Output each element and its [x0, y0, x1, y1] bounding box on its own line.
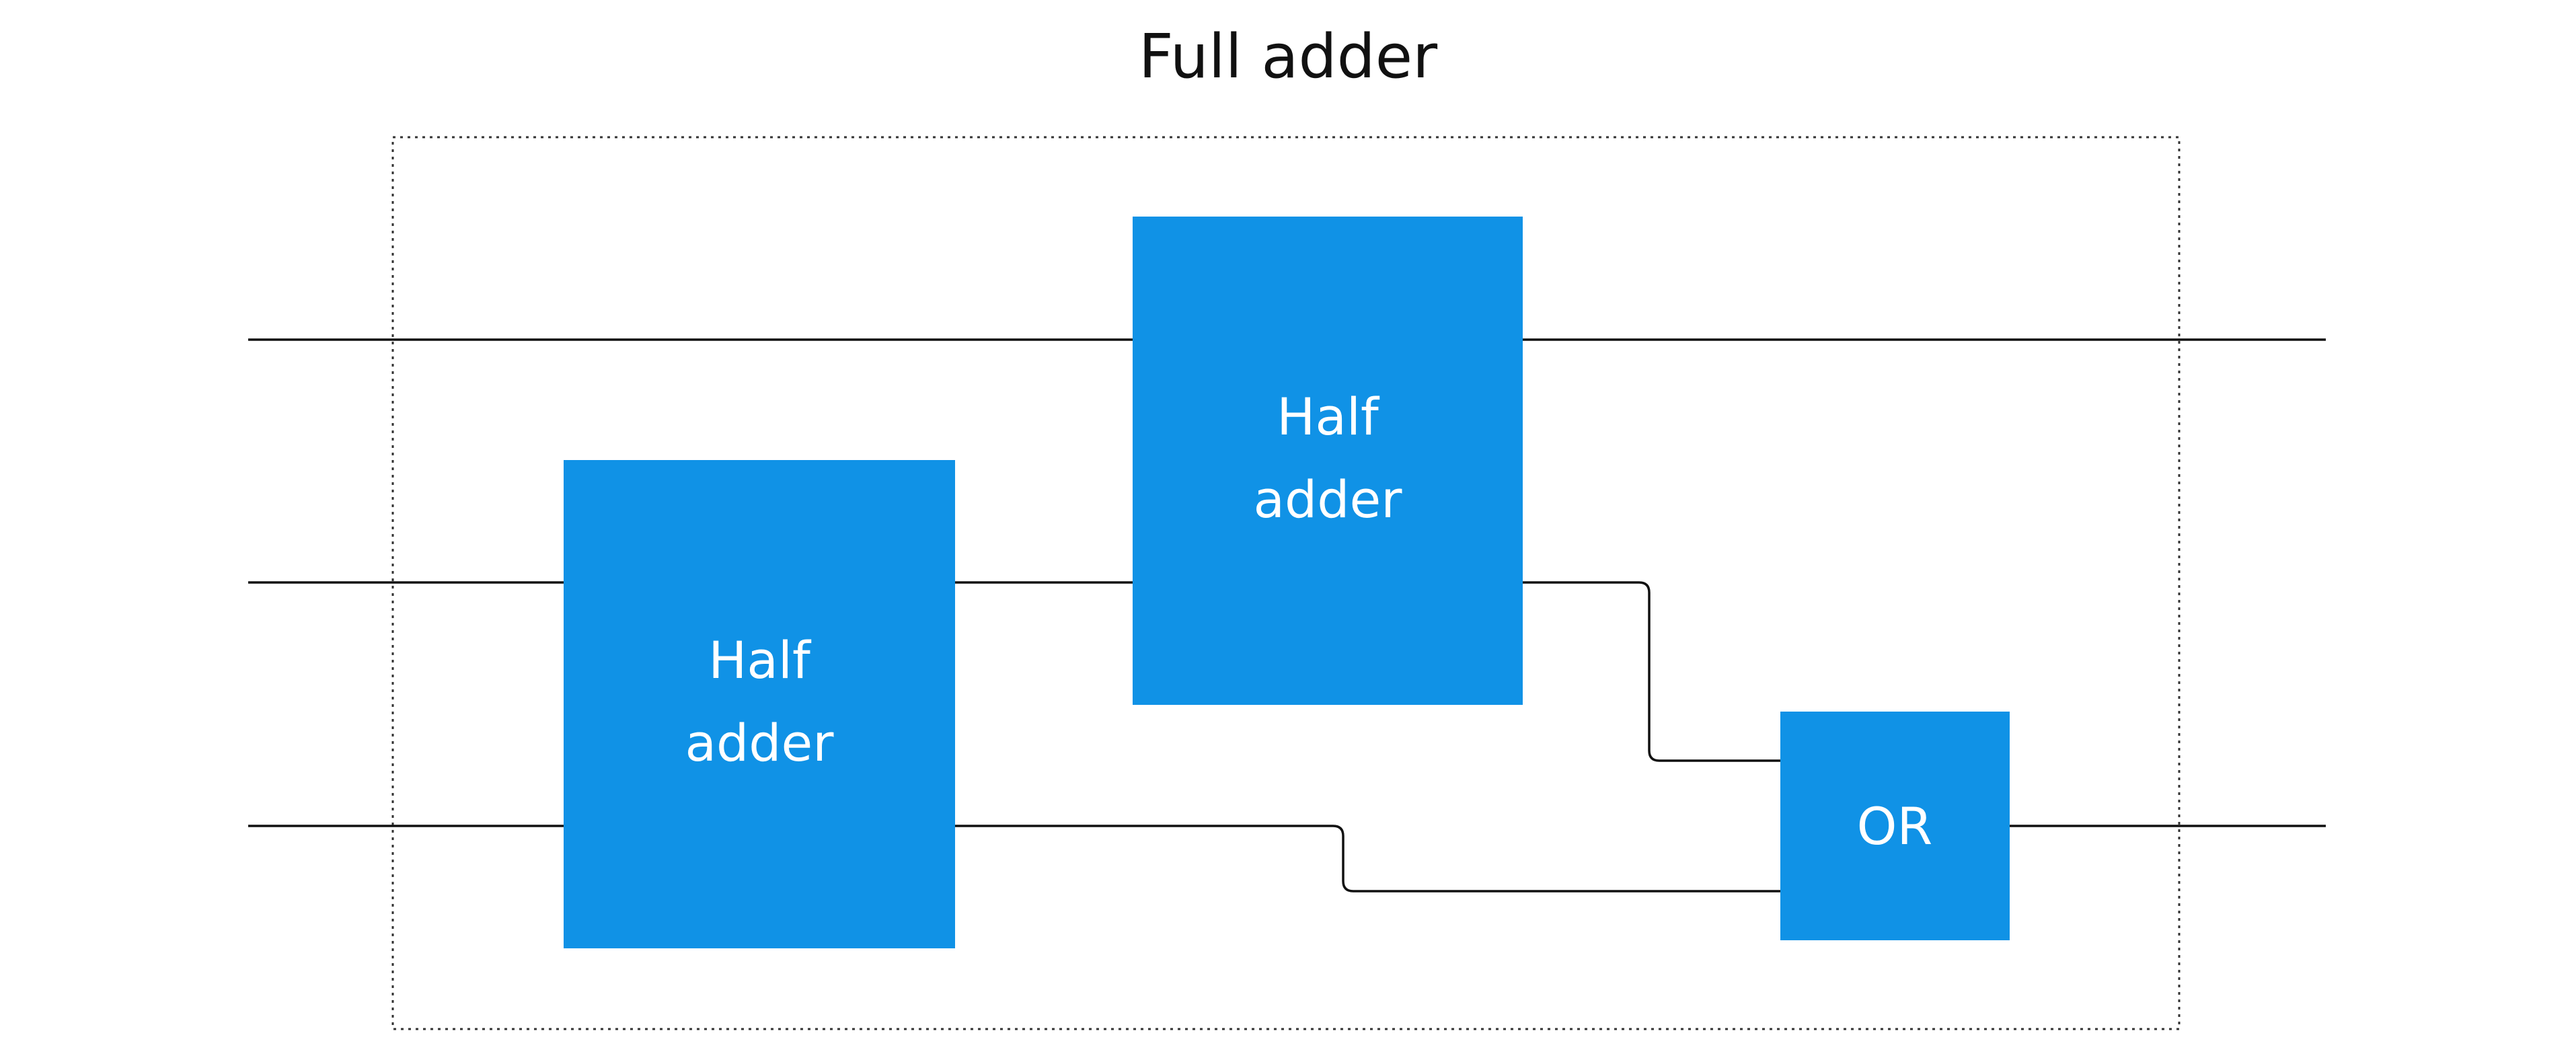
or-gate-box	[1780, 712, 2010, 940]
half-adder-box	[564, 460, 955, 948]
half-adder-box	[1133, 217, 1523, 705]
block-label: adder	[685, 713, 834, 773]
wires	[248, 338, 2326, 893]
block-label: Half	[1277, 387, 1380, 447]
wire-ha2-carry-to-or	[1523, 581, 1780, 762]
half-adder-block: Half adder	[564, 460, 955, 948]
wire-ha1-carry-to-or	[955, 825, 1780, 893]
half-adder-block: Half adder	[1133, 217, 1523, 705]
diagram-title: Full adder	[1139, 22, 1437, 92]
or-gate-block: OR	[1780, 712, 2010, 940]
block-label: OR	[1857, 796, 1933, 856]
block-label: adder	[1253, 469, 1402, 529]
block-label: Half	[708, 630, 812, 690]
